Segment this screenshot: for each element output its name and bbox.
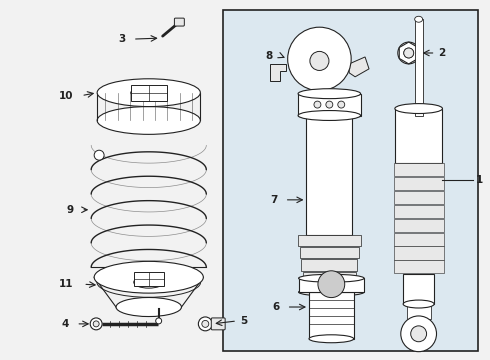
Ellipse shape: [298, 89, 361, 99]
Circle shape: [288, 27, 351, 91]
Circle shape: [326, 101, 333, 108]
Bar: [403, 274, 434, 304]
Bar: [393, 191, 443, 204]
Polygon shape: [349, 57, 369, 77]
Circle shape: [404, 48, 414, 58]
Bar: [303, 272, 356, 283]
Ellipse shape: [116, 297, 181, 316]
Bar: [309, 292, 354, 339]
Circle shape: [310, 51, 329, 71]
Text: 3: 3: [119, 34, 126, 44]
Bar: [300, 247, 359, 258]
Bar: [395, 109, 442, 163]
Text: 2: 2: [439, 48, 446, 58]
Bar: [393, 247, 443, 260]
Text: 7: 7: [270, 195, 278, 205]
FancyBboxPatch shape: [131, 85, 167, 100]
Circle shape: [202, 320, 209, 327]
Text: 4: 4: [62, 319, 70, 329]
Ellipse shape: [298, 111, 361, 121]
Ellipse shape: [131, 88, 167, 98]
Circle shape: [94, 150, 104, 160]
Circle shape: [401, 316, 437, 352]
Bar: [301, 260, 358, 271]
FancyBboxPatch shape: [211, 318, 225, 330]
Bar: [298, 278, 364, 292]
Polygon shape: [308, 89, 331, 109]
Ellipse shape: [415, 16, 422, 22]
Bar: [393, 177, 443, 190]
Bar: [407, 304, 431, 319]
Text: 11: 11: [59, 279, 74, 289]
Circle shape: [90, 318, 102, 330]
Text: 5: 5: [240, 316, 247, 326]
Circle shape: [338, 101, 345, 108]
Bar: [298, 94, 361, 116]
Ellipse shape: [97, 107, 200, 134]
Text: 8: 8: [266, 51, 273, 61]
Circle shape: [314, 101, 321, 108]
Bar: [393, 219, 443, 232]
Text: 10: 10: [59, 91, 74, 101]
Circle shape: [198, 317, 212, 331]
Circle shape: [411, 326, 427, 342]
Text: 9: 9: [66, 205, 74, 215]
Text: 1: 1: [476, 175, 484, 185]
Polygon shape: [270, 64, 286, 81]
Ellipse shape: [309, 335, 354, 343]
Bar: [223, 10, 478, 351]
FancyBboxPatch shape: [134, 272, 164, 286]
Text: 6: 6: [272, 302, 280, 312]
Bar: [298, 235, 361, 246]
Bar: [393, 233, 443, 246]
FancyBboxPatch shape: [174, 18, 184, 26]
Ellipse shape: [94, 261, 203, 293]
Polygon shape: [399, 42, 418, 64]
Bar: [306, 116, 352, 235]
Bar: [393, 260, 443, 274]
Circle shape: [404, 48, 414, 58]
Ellipse shape: [97, 79, 200, 107]
Circle shape: [93, 321, 99, 327]
Ellipse shape: [395, 104, 442, 113]
Ellipse shape: [298, 288, 364, 296]
Circle shape: [318, 271, 345, 298]
Circle shape: [156, 318, 162, 324]
Ellipse shape: [134, 276, 164, 288]
Bar: [415, 19, 422, 116]
Circle shape: [398, 42, 419, 64]
Ellipse shape: [298, 274, 364, 282]
Bar: [393, 205, 443, 218]
Bar: [393, 163, 443, 176]
Ellipse shape: [403, 300, 434, 308]
